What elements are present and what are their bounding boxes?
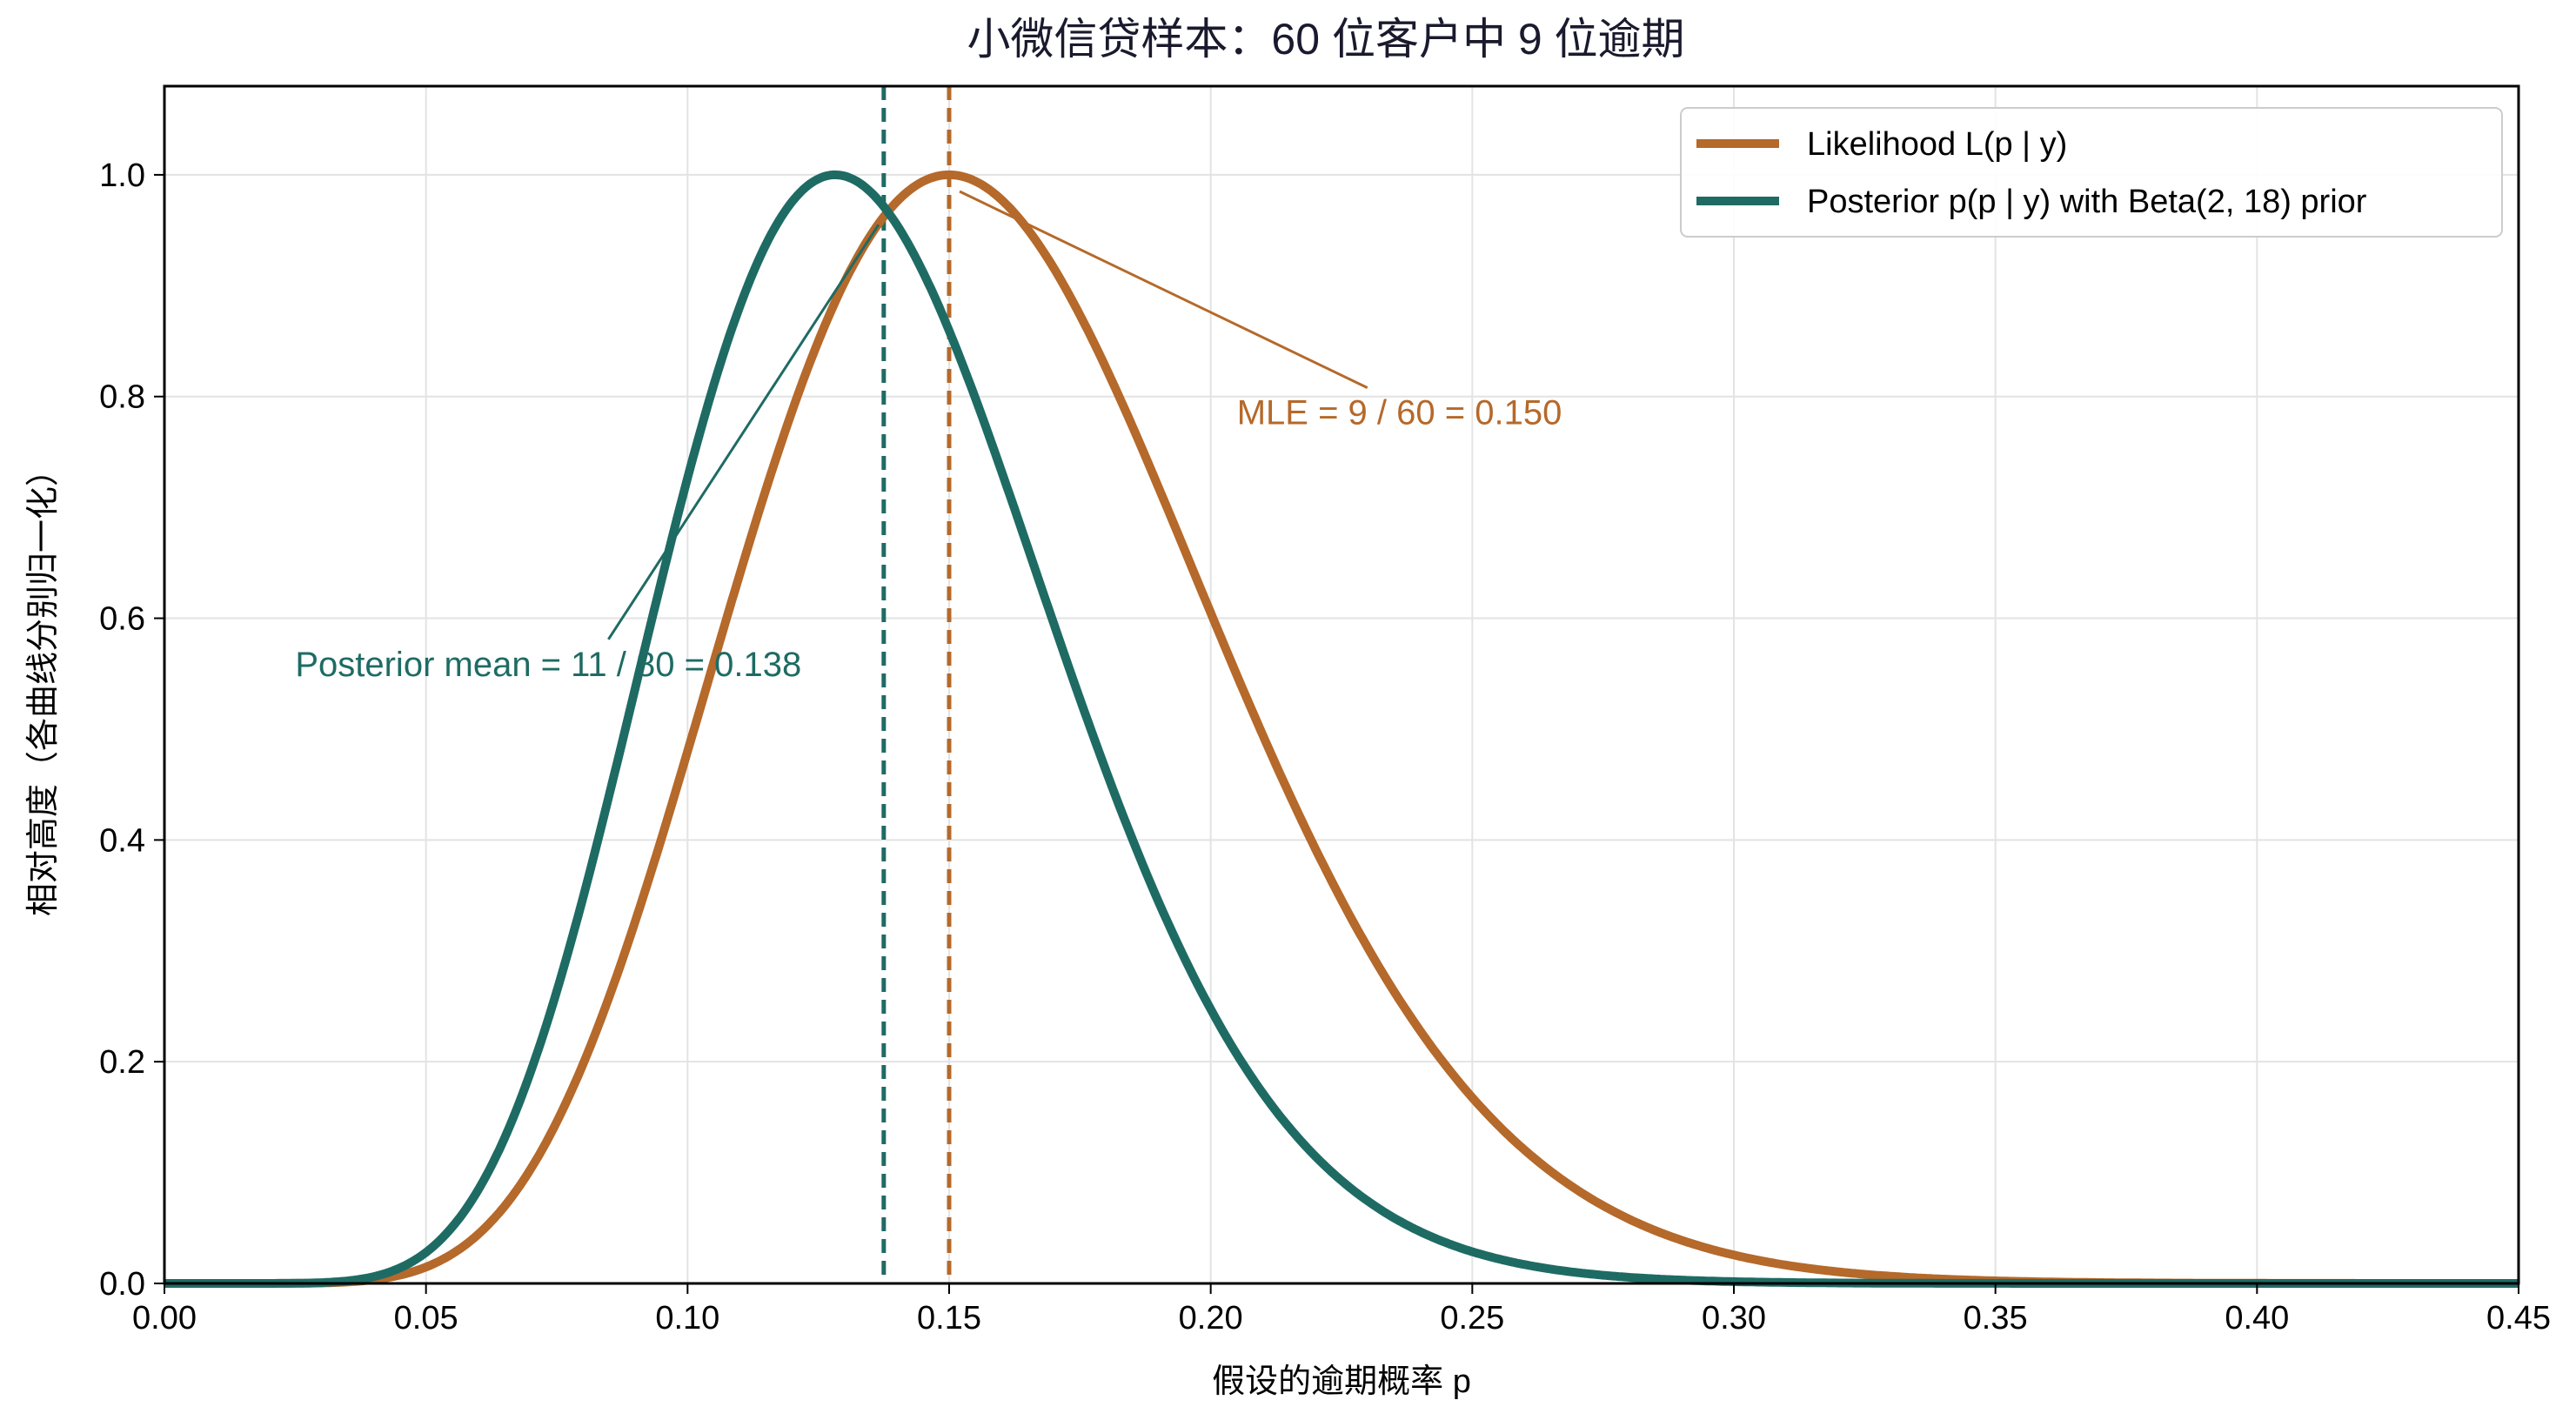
x-axis-ticks: 0.00 0.05 0.10 0.15 0.20 0.25 0.30 0.35 0.40 0.45 — [132, 1283, 2551, 1337]
reference-lines — [881, 86, 952, 1283]
x-tick-label: 0.15 — [917, 1300, 981, 1337]
chart-title: 小微信贷样本：60 位客户中 9 位逾期 — [967, 15, 1684, 64]
annotations: MLE = 9 / 60 = 0.150 Posterior mean = 11 … — [295, 190, 1562, 684]
x-tick-label: 0.00 — [132, 1300, 197, 1337]
x-tick-label: 0.30 — [1702, 1300, 1766, 1337]
annotation-arrow-1 — [607, 224, 880, 640]
x-tick-label: 0.40 — [2225, 1300, 2289, 1337]
y-tick-label: 1.0 — [99, 157, 145, 194]
y-tick-label: 0.0 — [99, 1266, 145, 1303]
plot-frame — [163, 84, 2520, 1285]
x-tick-label: 0.45 — [2486, 1300, 2551, 1337]
x-tick-label: 0.35 — [1964, 1300, 2028, 1337]
annotation-label-1: Posterior mean = 11 / 80 = 0.138 — [295, 646, 801, 684]
y-axis-label: 相对高度（各曲线分别归一化） — [25, 453, 62, 916]
y-axis-ticks: 0.0 0.2 0.4 0.6 0.8 1.0 — [99, 157, 164, 1303]
x-tick-label: 0.25 — [1440, 1300, 1504, 1337]
annotation-arrow-0 — [959, 190, 1368, 389]
x-tick-label: 0.20 — [1179, 1300, 1243, 1337]
y-tick-label: 0.8 — [99, 379, 145, 416]
x-tick-label: 0.05 — [394, 1300, 458, 1337]
legend: Likelihood L(p | y) Posterior p(p | y) w… — [1680, 107, 2503, 238]
legend-label-posterior: Posterior p(p | y) with Beta(2, 18) prio… — [1807, 184, 2367, 220]
annotation-label-0: MLE = 9 / 60 = 0.150 — [1237, 394, 1562, 432]
x-tick-label: 0.10 — [655, 1300, 719, 1337]
curves — [163, 170, 2520, 1288]
x-axis-label: 假设的逾期概率 p — [1212, 1363, 1471, 1400]
y-tick-label: 0.4 — [99, 822, 145, 859]
series-line-1 — [163, 170, 2520, 1288]
y-tick-label: 0.2 — [99, 1044, 145, 1081]
legend-label-likelihood: Likelihood L(p | y) — [1807, 126, 2067, 163]
legend-box — [1680, 107, 2503, 238]
y-tick-label: 0.6 — [99, 601, 145, 638]
